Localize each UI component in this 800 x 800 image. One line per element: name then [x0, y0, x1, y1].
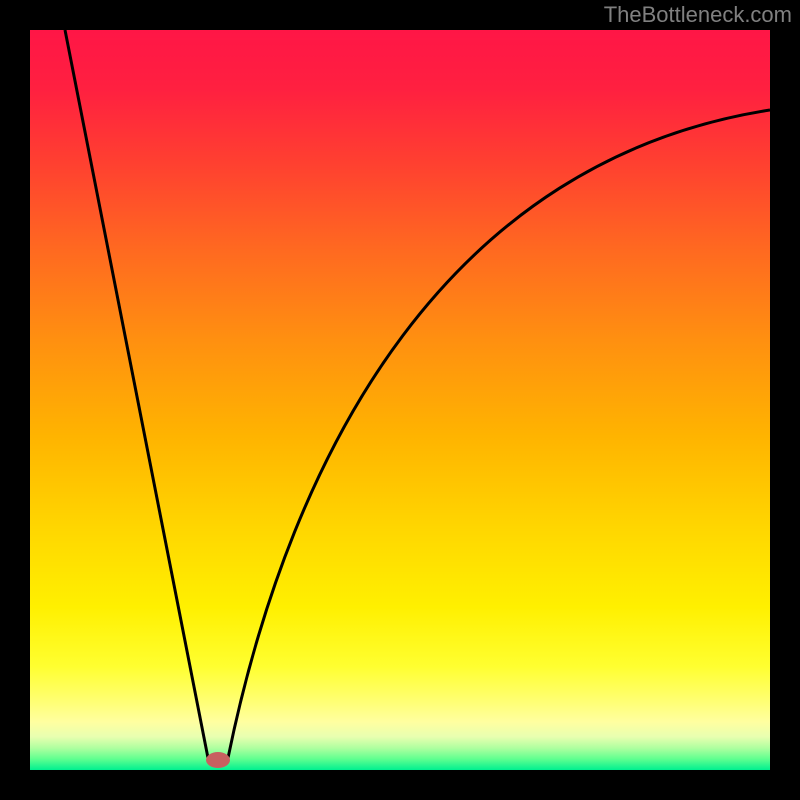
- chart-container: { "watermark": { "text": "TheBottleneck.…: [0, 0, 800, 800]
- bottleneck-chart: [0, 0, 800, 800]
- watermark-text: TheBottleneck.com: [604, 2, 792, 28]
- minimum-marker: [206, 752, 230, 768]
- chart-gradient-background: [30, 30, 770, 770]
